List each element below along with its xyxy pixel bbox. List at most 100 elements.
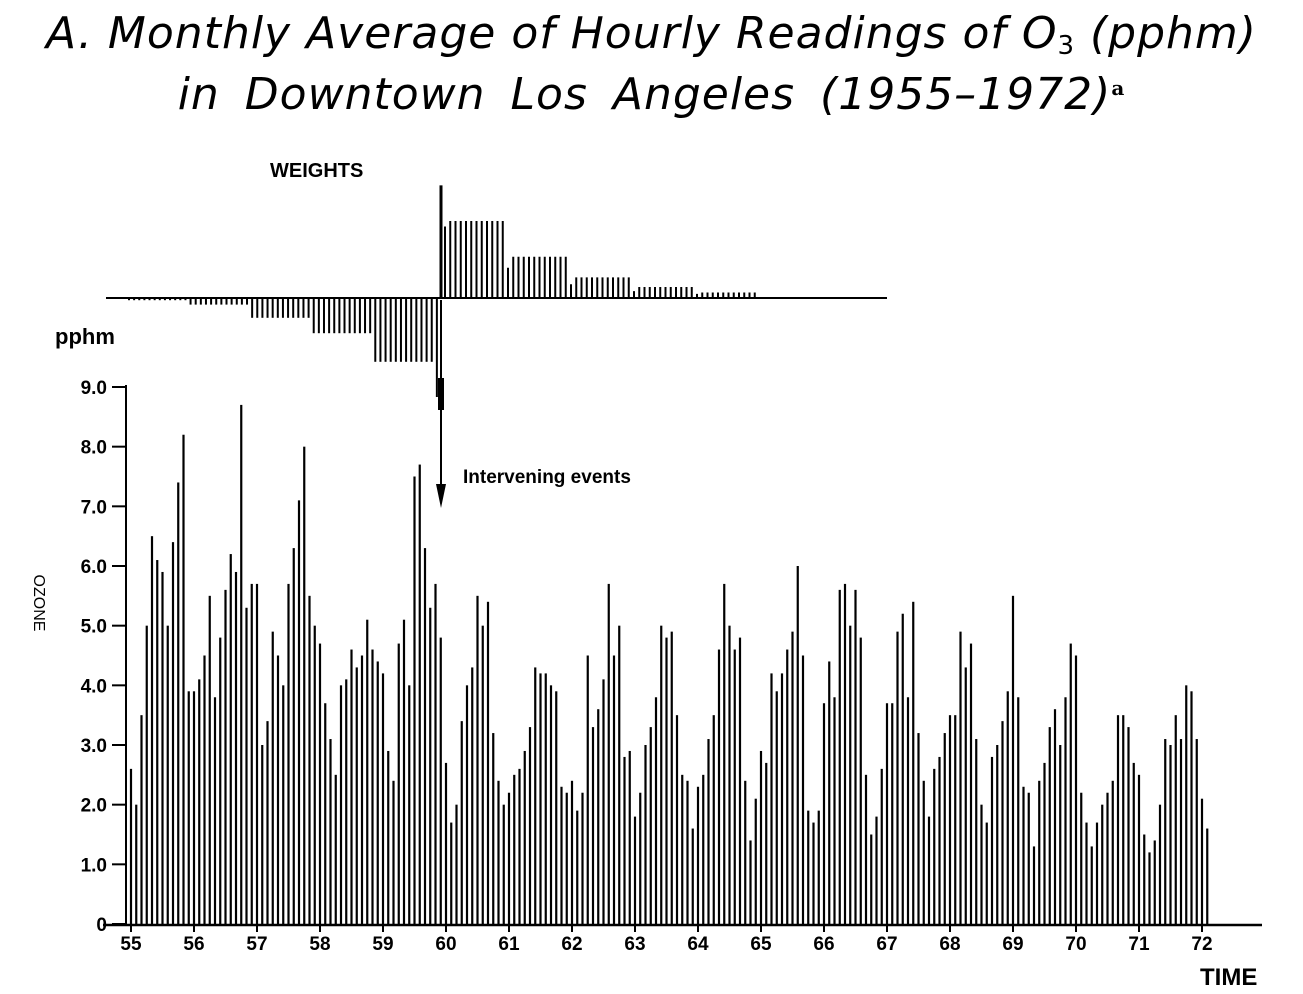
ozone-bar bbox=[534, 667, 537, 924]
x-tick-label: 65 bbox=[750, 934, 772, 955]
ozone-bar bbox=[381, 673, 385, 924]
ozone-bar bbox=[282, 685, 285, 924]
weight-bar bbox=[266, 298, 269, 318]
ozone-bar bbox=[1190, 691, 1193, 924]
weight-bar bbox=[338, 298, 341, 334]
weight-bar bbox=[664, 287, 667, 298]
ozone-bar bbox=[576, 810, 579, 924]
ozone-bar bbox=[933, 768, 936, 924]
ozone-bar bbox=[696, 786, 700, 924]
ozone-bar bbox=[444, 762, 448, 924]
weight-bar bbox=[465, 221, 467, 298]
ozone-bar bbox=[943, 733, 946, 924]
weight-bar bbox=[669, 287, 672, 298]
ozone-bar bbox=[1001, 721, 1004, 924]
weight-bar bbox=[585, 277, 588, 298]
weight-bar bbox=[251, 298, 254, 318]
ozone-bar bbox=[287, 583, 290, 924]
ozone-bar bbox=[523, 750, 526, 924]
ozone-bar bbox=[292, 548, 295, 924]
y-tick-label: 4.0 bbox=[81, 676, 107, 697]
y-ticks: 0 1.0 2.0 3.0 4.0 5.0 6.0 7.0 8.0 9.0 bbox=[81, 378, 126, 936]
ozone-bar bbox=[969, 643, 973, 924]
ozone-bar bbox=[1148, 852, 1151, 924]
weight-bar bbox=[174, 298, 177, 301]
ozone-bar bbox=[402, 619, 406, 924]
weight-bar bbox=[281, 298, 284, 318]
weight-bar bbox=[328, 298, 331, 334]
ozone-bar bbox=[355, 667, 358, 924]
ozone-bar bbox=[906, 697, 910, 924]
ozone-bar bbox=[670, 631, 673, 924]
ozone-bar bbox=[476, 595, 479, 924]
x-tick-label: 64 bbox=[687, 934, 709, 955]
ozone-bar bbox=[691, 828, 694, 924]
ozone-bar bbox=[350, 649, 353, 924]
weight-bar bbox=[470, 221, 473, 298]
ozone-bar bbox=[1090, 846, 1093, 924]
ozone-bar bbox=[759, 750, 763, 924]
ozone-bar bbox=[880, 768, 883, 924]
ozone-bar bbox=[229, 554, 232, 924]
ozone-bar bbox=[1195, 739, 1198, 924]
weight-bar bbox=[633, 291, 635, 298]
ozone-bar bbox=[586, 655, 589, 924]
ozone-bar bbox=[807, 810, 810, 924]
ozone-bar bbox=[245, 607, 248, 924]
weight-bar bbox=[225, 298, 228, 305]
ozone-bar bbox=[786, 649, 789, 924]
weight-bar bbox=[701, 292, 704, 298]
weight-bar bbox=[496, 221, 499, 298]
weight-bar bbox=[235, 298, 238, 305]
ozone-bar bbox=[481, 625, 484, 924]
weight-bar bbox=[564, 256, 567, 298]
weight-bar bbox=[459, 221, 462, 298]
ozone-bar bbox=[1064, 697, 1067, 924]
ozone-bar bbox=[219, 637, 222, 924]
ozone-bar bbox=[985, 822, 988, 924]
ozone-bar bbox=[129, 768, 133, 924]
ozone-bar bbox=[1116, 715, 1120, 924]
ozone-bar bbox=[513, 774, 516, 924]
ozone-bar bbox=[938, 756, 941, 924]
weight-bar bbox=[148, 298, 151, 301]
ozone-bar bbox=[266, 721, 269, 924]
weight-bar bbox=[128, 298, 130, 301]
ozone-bar bbox=[460, 721, 463, 924]
weight-bar bbox=[199, 298, 202, 305]
ozone-bar bbox=[423, 548, 427, 924]
ozone-bar bbox=[345, 679, 348, 924]
weight-bar bbox=[425, 298, 428, 362]
weight-bar bbox=[435, 298, 438, 397]
ozone-bar bbox=[1022, 786, 1025, 924]
weight-bar bbox=[184, 298, 187, 301]
weight-bar bbox=[491, 221, 494, 298]
ozone-bar bbox=[507, 792, 511, 924]
ozone-bar bbox=[597, 709, 600, 924]
weight-bar bbox=[685, 287, 688, 298]
weight-bar bbox=[343, 298, 346, 334]
weight-bar bbox=[261, 298, 264, 318]
ozone-bar bbox=[192, 691, 196, 924]
ozone-bar bbox=[1137, 774, 1141, 924]
ozone-bar bbox=[1038, 780, 1041, 924]
weight-bar bbox=[748, 292, 751, 298]
y-tick-label: 1.0 bbox=[81, 855, 107, 876]
weight-bar bbox=[399, 298, 402, 362]
ozone-bar bbox=[707, 739, 710, 924]
ozone-bar bbox=[198, 679, 201, 924]
ozone-bar bbox=[387, 750, 390, 924]
ozone-bar bbox=[649, 727, 652, 924]
x-tick-label: 66 bbox=[813, 934, 834, 955]
ozone-bar bbox=[817, 810, 820, 924]
ozone-bar bbox=[581, 792, 584, 924]
weight-bar bbox=[215, 298, 218, 305]
weight-bar bbox=[743, 292, 746, 298]
weight-bar bbox=[179, 298, 182, 301]
ozone-bar bbox=[733, 649, 736, 924]
ozone-bar bbox=[775, 691, 778, 924]
ozone-bar bbox=[849, 625, 852, 924]
weight-bar bbox=[374, 298, 377, 362]
ozone-bar bbox=[712, 715, 715, 924]
ozone-bar bbox=[156, 560, 159, 924]
